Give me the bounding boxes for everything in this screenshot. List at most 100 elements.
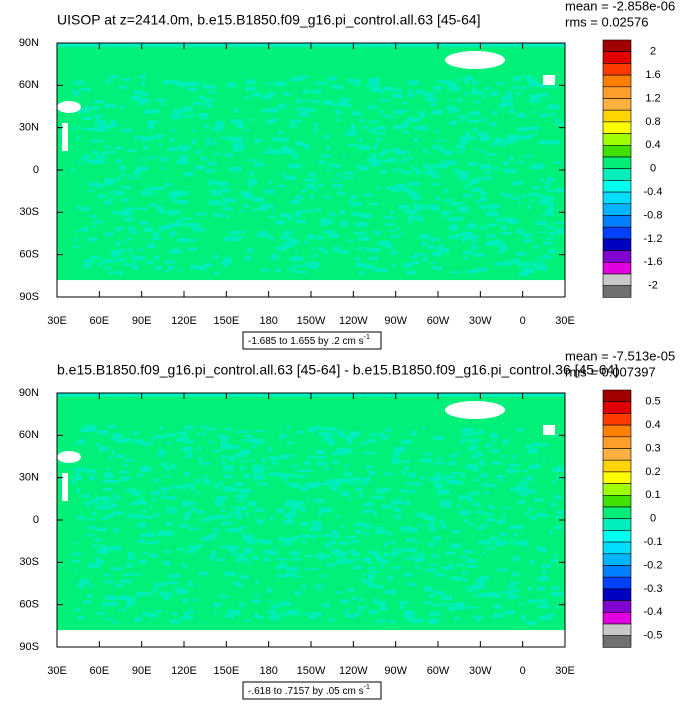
field-patch — [350, 478, 355, 482]
field-patch — [383, 159, 389, 163]
field-patch — [73, 569, 77, 572]
field-patch — [181, 503, 190, 507]
field-patch — [227, 609, 232, 614]
field-patch — [240, 460, 247, 463]
field-patch — [210, 189, 221, 194]
field-patch — [363, 451, 375, 455]
field-patch — [467, 119, 479, 123]
field-patch — [243, 195, 255, 200]
field-patch — [321, 534, 327, 537]
field-patch — [112, 252, 119, 258]
field-patch — [440, 504, 452, 508]
field-patch — [402, 101, 408, 104]
field-patch — [400, 488, 406, 493]
field-patch — [259, 522, 264, 526]
field-patch — [520, 486, 528, 491]
field-patch — [414, 204, 426, 210]
field-patch — [392, 457, 399, 460]
field-patch — [329, 212, 336, 217]
field-patch — [236, 494, 248, 499]
field-patch — [370, 570, 379, 573]
colorbar-box — [602, 506, 632, 519]
field-patch — [143, 227, 153, 233]
field-patch — [306, 209, 316, 213]
field-patch — [170, 464, 176, 469]
field-patch — [287, 240, 299, 245]
field-patch — [122, 172, 126, 177]
field-patch — [125, 563, 133, 568]
field-patch — [453, 617, 461, 621]
field-patch — [283, 512, 296, 518]
field-patch — [546, 176, 552, 180]
x-tick-label: 150E — [213, 315, 239, 327]
field-patch — [220, 521, 233, 526]
field-patch — [140, 207, 148, 211]
field-patch — [506, 610, 516, 615]
field-patch — [449, 234, 460, 240]
field-patch — [419, 234, 430, 240]
field-patch — [242, 129, 251, 132]
field-patch — [458, 511, 464, 516]
field-patch — [339, 221, 348, 227]
colorbar-label: 0.4 — [645, 419, 660, 431]
field-patch — [294, 270, 307, 274]
field-patch — [137, 248, 144, 251]
field-patch — [85, 469, 96, 474]
field-patch — [181, 217, 193, 220]
field-patch — [467, 162, 479, 167]
field-patch — [538, 598, 548, 603]
field-patch — [358, 271, 365, 275]
field-patch — [153, 478, 159, 483]
field-patch — [330, 103, 340, 106]
field-patch — [384, 542, 388, 547]
field-patch — [521, 542, 529, 547]
field-patch — [460, 512, 471, 516]
field-patch — [485, 443, 492, 448]
field-patch — [482, 551, 486, 554]
field-patch — [458, 209, 471, 213]
field-patch — [168, 573, 181, 578]
colorbar-label: -1.6 — [644, 256, 663, 268]
field-patch — [529, 94, 541, 99]
field-patch — [106, 425, 117, 428]
panel: 30E 60E 90E 120E 150E 180 150W 120W 90W 60W 30W 0 30… — [19, 0, 675, 350]
field-patch — [446, 84, 454, 88]
field-patch — [536, 514, 549, 518]
field-patch — [267, 600, 271, 603]
field-patch — [232, 511, 242, 515]
field-patch — [397, 501, 407, 504]
field-patch — [521, 539, 527, 542]
field-patch — [211, 514, 221, 517]
field-patch — [206, 535, 212, 539]
field-patch — [372, 247, 381, 253]
field-patch — [130, 231, 138, 235]
field-patch — [104, 180, 115, 185]
field-patch — [189, 265, 199, 269]
colorbar-label: 0.5 — [645, 396, 660, 408]
field-patch — [190, 507, 197, 512]
field-patch — [151, 438, 155, 441]
field-patch — [496, 519, 506, 524]
field-patch — [96, 119, 106, 124]
field-patch — [385, 186, 394, 190]
field-patch — [402, 121, 410, 126]
field-patch — [315, 81, 327, 85]
field-patch — [103, 573, 110, 576]
y-tick-label: 60S — [19, 249, 39, 261]
field-patch — [527, 78, 537, 83]
field-patch — [449, 544, 462, 548]
land-mask — [57, 101, 81, 113]
field-patch — [536, 586, 545, 591]
field-patch — [391, 263, 396, 267]
field-patch — [353, 433, 361, 437]
field-patch — [468, 183, 473, 186]
field-patch — [403, 572, 413, 577]
field-patch — [123, 263, 129, 267]
field-patch — [359, 442, 368, 445]
field-patch — [477, 134, 489, 137]
field-patch — [225, 613, 235, 618]
field-patch — [182, 446, 193, 452]
field-patch — [458, 495, 471, 500]
field-patch — [194, 165, 205, 170]
field-patch — [138, 100, 144, 106]
